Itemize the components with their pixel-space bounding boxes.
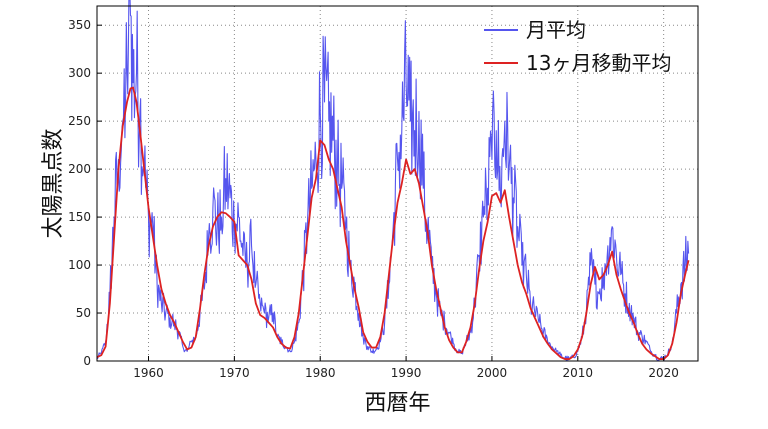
series-layer: [96, 0, 690, 362]
y-tick-label: 250: [68, 114, 91, 128]
y-axis-title: 太陽黒点数: [41, 128, 66, 238]
grid: [97, 6, 698, 361]
y-tick-label: 200: [68, 162, 91, 176]
y-tick-label: 100: [68, 258, 91, 272]
x-tick-label: 2000: [477, 366, 508, 380]
plot-frame: [96, 5, 699, 362]
x-axis: 1960 1970 1980 1990 2000 2010 2020: [133, 356, 679, 380]
x-tick-label: 2010: [563, 366, 594, 380]
y-tick-label: 150: [68, 210, 91, 224]
y-tick-label: 300: [68, 66, 91, 80]
x-axis-title: 西暦年: [364, 391, 430, 416]
series-line-smoothed: [96, 86, 690, 360]
legend-label-monthly: 月平均: [526, 18, 586, 42]
x-tick-label: 2020: [648, 366, 679, 380]
x-tick-label: 1980: [305, 366, 336, 380]
y-tick-label: 50: [76, 306, 91, 320]
y-tick-label: 0: [83, 354, 91, 368]
x-tick-label: 1960: [133, 366, 164, 380]
legend-label-smoothed: 13ヶ月移動平均: [526, 51, 671, 75]
legend: 月平均 13ヶ月移動平均: [484, 18, 671, 75]
y-axis: 0 50 100 150 200 250 300 350: [68, 18, 102, 368]
x-tick-label: 1970: [219, 366, 250, 380]
y-tick-label: 350: [68, 18, 91, 32]
x-tick-label: 1990: [391, 366, 422, 380]
